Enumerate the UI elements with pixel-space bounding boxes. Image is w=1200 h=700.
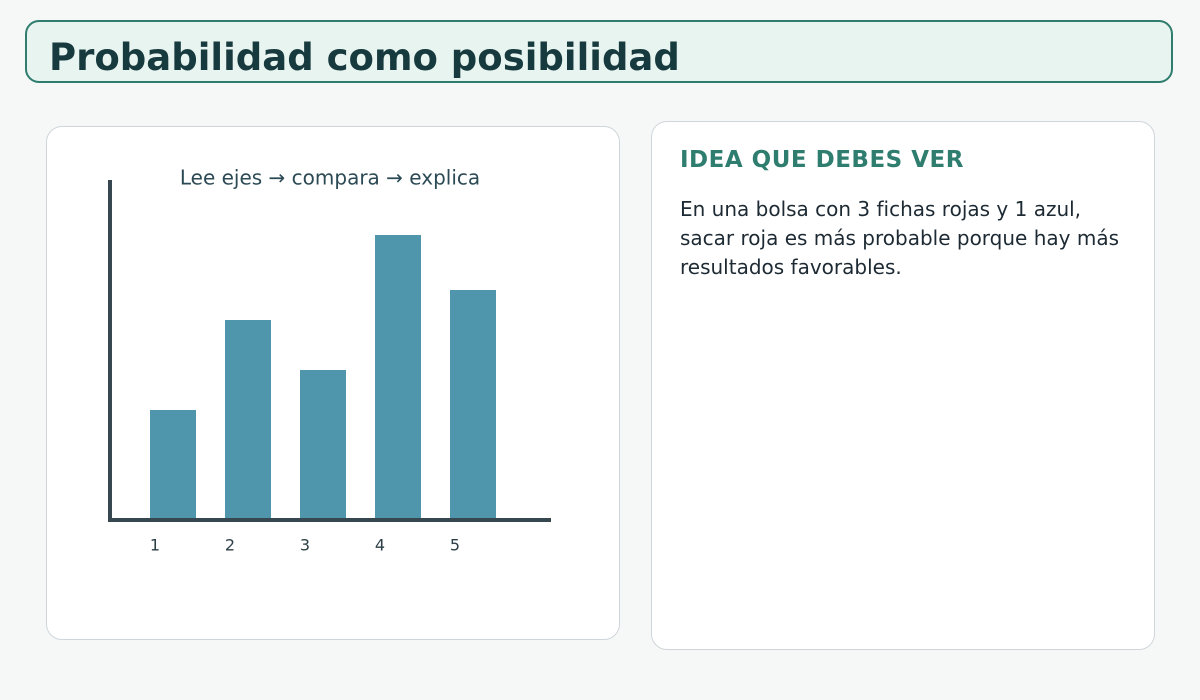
page-title: Probabilidad como posibilidad	[49, 36, 680, 79]
header: Probabilidad como posibilidad	[25, 20, 1173, 83]
info-text: En una bolsa con 3 fichas rojas y 1 azul…	[680, 197, 1119, 279]
info-heading: IDEA QUE DEBES VER	[680, 147, 964, 173]
chart-card	[46, 126, 620, 640]
info-card: IDEA QUE DEBES VER En una bolsa con 3 fi…	[651, 121, 1155, 650]
